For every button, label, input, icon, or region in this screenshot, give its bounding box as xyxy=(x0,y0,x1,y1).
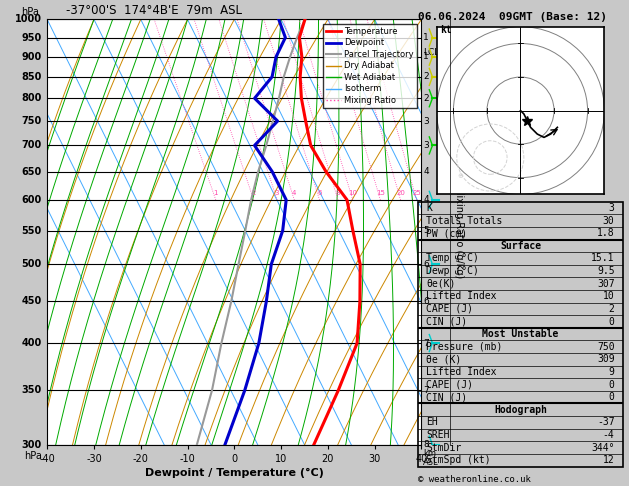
Text: 1: 1 xyxy=(423,33,429,42)
Text: Most Unstable: Most Unstable xyxy=(482,329,559,339)
Text: Surface: Surface xyxy=(500,241,541,251)
Text: 500: 500 xyxy=(21,259,42,269)
Text: 1: 1 xyxy=(213,191,218,196)
Text: 0: 0 xyxy=(609,316,615,327)
Text: © weatheronline.co.uk: © weatheronline.co.uk xyxy=(418,474,531,484)
Text: Pressure (mb): Pressure (mb) xyxy=(426,342,503,352)
Text: 9.5: 9.5 xyxy=(597,266,615,276)
Text: 350: 350 xyxy=(21,385,42,395)
Text: 600: 600 xyxy=(21,195,42,205)
X-axis label: Dewpoint / Temperature (°C): Dewpoint / Temperature (°C) xyxy=(145,468,324,478)
Text: 2: 2 xyxy=(423,94,429,103)
Text: 2: 2 xyxy=(252,191,256,196)
Text: 12: 12 xyxy=(603,455,615,465)
Text: 0: 0 xyxy=(609,392,615,402)
Text: 6: 6 xyxy=(423,260,429,269)
Text: Lifted Index: Lifted Index xyxy=(426,291,497,301)
Text: 450: 450 xyxy=(21,296,42,307)
Text: 850: 850 xyxy=(21,72,42,82)
Text: LCL: LCL xyxy=(423,48,440,57)
Text: 700: 700 xyxy=(21,140,42,151)
Text: 550: 550 xyxy=(21,226,42,236)
Text: 1: 1 xyxy=(423,52,429,61)
Text: Lifted Index: Lifted Index xyxy=(426,367,497,377)
Text: km
ASL: km ASL xyxy=(423,449,439,467)
Text: 4: 4 xyxy=(292,191,296,196)
Text: 10: 10 xyxy=(348,191,357,196)
Text: 3: 3 xyxy=(423,117,429,125)
Text: 3: 3 xyxy=(423,141,429,150)
Text: 650: 650 xyxy=(21,167,42,176)
Text: 950: 950 xyxy=(21,33,42,43)
Text: -37°00'S  174°4B'E  79m  ASL: -37°00'S 174°4B'E 79m ASL xyxy=(66,4,242,17)
Text: 30: 30 xyxy=(603,216,615,226)
Text: Hodograph: Hodograph xyxy=(494,405,547,415)
Text: 344°: 344° xyxy=(591,443,615,452)
Text: 15: 15 xyxy=(376,191,385,196)
Text: hPa: hPa xyxy=(21,7,39,17)
Text: 307: 307 xyxy=(597,278,615,289)
Text: 9: 9 xyxy=(609,367,615,377)
Text: StmDir: StmDir xyxy=(426,443,462,452)
Text: θe(K): θe(K) xyxy=(426,278,456,289)
Text: CAPE (J): CAPE (J) xyxy=(426,304,474,314)
Text: 5: 5 xyxy=(423,226,429,235)
Text: CIN (J): CIN (J) xyxy=(426,392,467,402)
Text: hPa: hPa xyxy=(24,451,42,461)
Text: 06.06.2024  09GMT (Base: 12): 06.06.2024 09GMT (Base: 12) xyxy=(418,12,607,22)
Text: 7: 7 xyxy=(423,339,429,347)
Text: 300: 300 xyxy=(21,440,42,450)
Text: 309: 309 xyxy=(597,354,615,364)
Text: kt: kt xyxy=(440,25,452,35)
Text: CAPE (J): CAPE (J) xyxy=(426,380,474,390)
Text: θe (K): θe (K) xyxy=(426,354,462,364)
Text: 6: 6 xyxy=(423,297,429,306)
Text: 25: 25 xyxy=(412,191,421,196)
Text: 1000: 1000 xyxy=(14,15,42,24)
Text: 7: 7 xyxy=(423,386,429,395)
Text: 3: 3 xyxy=(275,191,279,196)
Text: Temp (°C): Temp (°C) xyxy=(426,253,479,263)
Text: 8: 8 xyxy=(336,191,340,196)
Text: StmSpd (kt): StmSpd (kt) xyxy=(426,455,491,465)
Text: 2: 2 xyxy=(609,304,615,314)
Text: 6: 6 xyxy=(317,191,322,196)
Text: 750: 750 xyxy=(597,342,615,352)
Text: 0: 0 xyxy=(609,380,615,390)
Text: 1.8: 1.8 xyxy=(597,228,615,238)
Text: Totals Totals: Totals Totals xyxy=(426,216,503,226)
Text: 4: 4 xyxy=(423,195,429,205)
Text: -37: -37 xyxy=(597,417,615,427)
Text: ⊕: ⊕ xyxy=(457,173,463,179)
Text: -4: -4 xyxy=(603,430,615,440)
Text: 750: 750 xyxy=(21,116,42,126)
Text: 800: 800 xyxy=(21,93,42,103)
Text: 15.1: 15.1 xyxy=(591,253,615,263)
Text: 3: 3 xyxy=(609,203,615,213)
Text: SREH: SREH xyxy=(426,430,450,440)
Text: 20: 20 xyxy=(396,191,405,196)
Text: PW (cm): PW (cm) xyxy=(426,228,467,238)
Text: K: K xyxy=(426,203,432,213)
Text: EH: EH xyxy=(426,417,438,427)
Text: 400: 400 xyxy=(21,338,42,348)
Text: Dewp (°C): Dewp (°C) xyxy=(426,266,479,276)
Text: CIN (J): CIN (J) xyxy=(426,316,467,327)
Text: 2: 2 xyxy=(423,72,429,81)
Text: 8: 8 xyxy=(423,440,429,449)
Text: Mixing Ratio (g/kg): Mixing Ratio (g/kg) xyxy=(454,186,464,278)
Legend: Temperature, Dewpoint, Parcel Trajectory, Dry Adiabat, Wet Adiabat, Isotherm, Mi: Temperature, Dewpoint, Parcel Trajectory… xyxy=(323,24,417,108)
Text: 10: 10 xyxy=(603,291,615,301)
Text: 900: 900 xyxy=(21,52,42,62)
Text: 4: 4 xyxy=(423,167,429,176)
